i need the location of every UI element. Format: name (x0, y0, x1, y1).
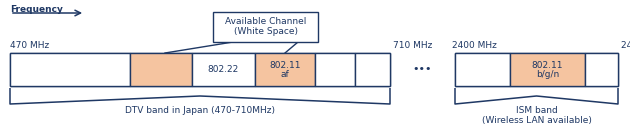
Text: b/g/n: b/g/n (536, 70, 559, 79)
Text: 802.11: 802.11 (269, 61, 301, 70)
Text: Available Channel: Available Channel (225, 18, 306, 26)
Bar (355, 53, 390, 86)
Text: 2497 MHz: 2497 MHz (621, 41, 630, 50)
Text: 802.11: 802.11 (532, 61, 563, 70)
Bar (315, 53, 355, 86)
Bar (455, 53, 510, 86)
Text: 802.22: 802.22 (208, 65, 239, 74)
Text: (White Space): (White Space) (234, 27, 297, 36)
Bar (510, 53, 585, 86)
Bar (10, 53, 130, 86)
Text: •••: ••• (412, 64, 432, 75)
Text: 2400 MHz: 2400 MHz (452, 41, 497, 50)
Bar (455, 53, 618, 86)
Text: Frequency: Frequency (10, 5, 63, 14)
Bar (255, 53, 315, 86)
Bar (130, 53, 192, 86)
Text: DTV band in Japan (470-710MHz): DTV band in Japan (470-710MHz) (125, 106, 275, 115)
Text: af: af (280, 70, 289, 79)
Bar (192, 53, 255, 86)
Text: 470 MHz: 470 MHz (10, 41, 49, 50)
Bar (10, 53, 390, 86)
Bar (585, 53, 618, 86)
Text: (Wireless LAN available): (Wireless LAN available) (481, 116, 592, 125)
Bar (213, 12, 318, 42)
Text: 710 MHz: 710 MHz (393, 41, 432, 50)
Text: ISM band: ISM band (515, 106, 558, 115)
